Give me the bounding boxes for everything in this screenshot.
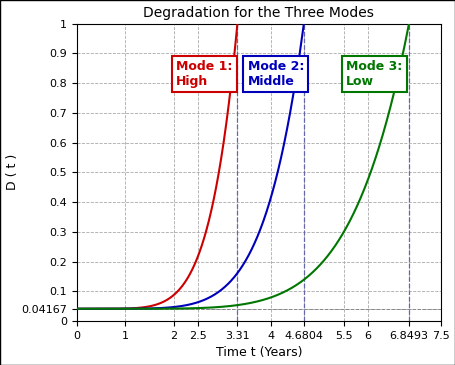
Text: Mode 3:
Low: Mode 3: Low bbox=[346, 60, 402, 88]
Y-axis label: D ( t ): D ( t ) bbox=[5, 154, 19, 191]
Title: Degradation for the Three Modes: Degradation for the Three Modes bbox=[143, 5, 374, 20]
Text: Mode 2:
Middle: Mode 2: Middle bbox=[248, 60, 304, 88]
X-axis label: Time t (Years): Time t (Years) bbox=[216, 346, 302, 360]
Text: Mode 1:
High: Mode 1: High bbox=[177, 60, 233, 88]
